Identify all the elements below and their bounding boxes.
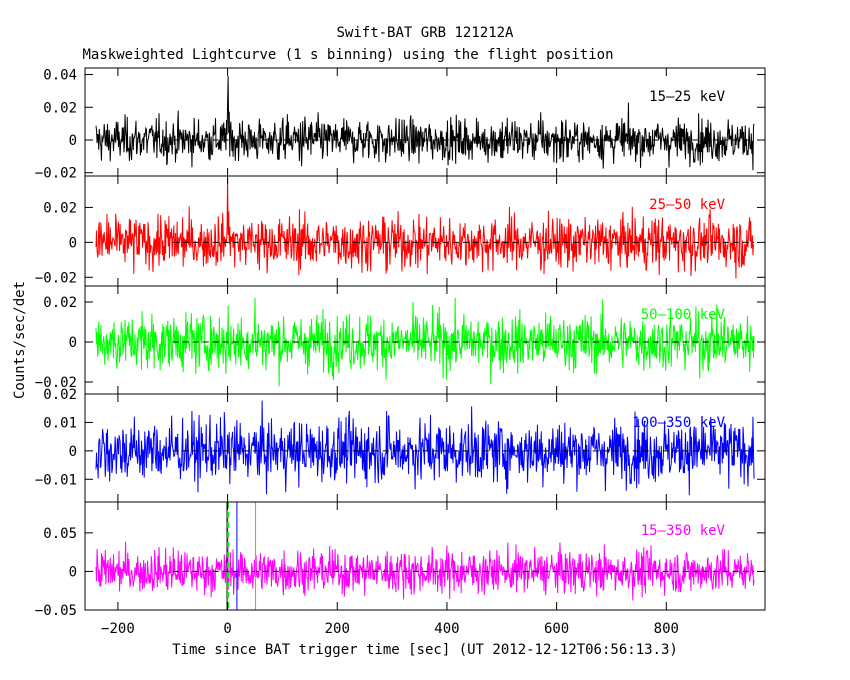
x-tick-label: 200 [325, 621, 350, 637]
band-label: 15–25 keV [649, 89, 725, 105]
panel-frame [84, 501, 766, 611]
lightcurve-series-4 [95, 517, 755, 601]
y-tick-label: −0.02 [35, 166, 77, 182]
y-tick-label: 0 [69, 564, 77, 580]
y-tick-label: 0 [69, 444, 77, 460]
band-label: 50–100 keV [641, 307, 726, 323]
y-tick-label: −0.02 [35, 375, 77, 391]
y-tick-label: −0.01 [35, 472, 77, 488]
y-tick-label: 0.02 [43, 100, 77, 116]
panels-group: −0.02 0 0.02 0.04 15–25 keV −0.02 0 0.02 25–50 k… [35, 67, 766, 637]
x-axis-label: Time since BAT trigger time [sec] (UT 20… [172, 642, 678, 658]
y-tick-label: −0.02 [35, 270, 77, 286]
band-label: 25–50 keV [649, 197, 725, 213]
y-tick-label: 0.04 [43, 68, 77, 84]
lightcurve-series-1 [95, 177, 755, 279]
y-tick-label: 0.01 [43, 415, 77, 431]
lightcurve-series-3 [95, 400, 755, 496]
y-tick-label: 0.02 [43, 200, 77, 216]
lightcurve-series-2 [95, 297, 755, 387]
y-tick-label: 0.05 [43, 526, 77, 542]
y-axis-label: Counts/sec/det [12, 281, 28, 399]
lightcurve-series-0 [95, 76, 755, 171]
chart-subtitle: Maskweighted Lightcurve (1 s binning) us… [82, 47, 613, 63]
y-tick-label: 0 [69, 235, 77, 251]
y-tick-label: 0 [69, 335, 77, 351]
x-tick-label: 400 [434, 621, 459, 637]
y-tick-label: −0.05 [35, 603, 77, 619]
y-tick-label: 0 [69, 133, 77, 149]
panel-frame [84, 67, 766, 177]
y-tick-label: 0.02 [43, 387, 77, 403]
x-tick-label: 0 [223, 621, 231, 637]
x-tick-label: 800 [654, 621, 679, 637]
x-tick-label: 600 [544, 621, 569, 637]
x-tick-label: −200 [101, 621, 135, 637]
band-label: 100–350 keV [632, 415, 725, 431]
chart-title: Swift-BAT GRB 121212A [336, 25, 514, 41]
band-label: 15–350 keV [641, 523, 726, 539]
y-tick-label: 0.02 [43, 295, 77, 311]
